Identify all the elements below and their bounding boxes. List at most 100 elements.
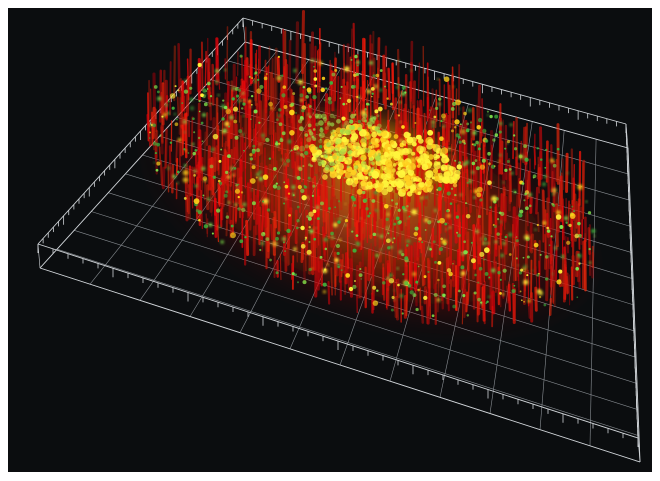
green-dot xyxy=(305,144,309,148)
green-dot xyxy=(199,111,201,113)
green-dot xyxy=(494,115,498,119)
green-dot xyxy=(380,235,383,238)
green-dot xyxy=(278,114,281,117)
yellow-dot xyxy=(411,209,417,215)
yellow-dot xyxy=(577,184,583,190)
green-dot xyxy=(450,202,453,205)
green-dot xyxy=(299,146,305,152)
green-dot xyxy=(339,98,341,100)
green-dot xyxy=(549,244,551,246)
yellow-dot xyxy=(357,189,363,195)
red-streak xyxy=(415,244,416,284)
green-dot xyxy=(221,117,224,120)
green-dot xyxy=(273,167,277,171)
green-dot xyxy=(334,142,338,146)
red-streak xyxy=(505,197,506,221)
green-dot xyxy=(211,147,215,151)
green-dot xyxy=(328,207,331,210)
yellow-dot xyxy=(307,87,312,92)
green-dot xyxy=(156,169,159,172)
green-dot xyxy=(449,226,451,228)
yellow-dot xyxy=(445,164,451,170)
red-streak xyxy=(318,50,319,90)
yellow-dot xyxy=(300,99,303,102)
green-dot xyxy=(222,99,224,101)
red-streak xyxy=(236,77,237,119)
green-dot xyxy=(395,202,398,205)
green-dot xyxy=(322,152,326,156)
green-dot xyxy=(152,123,156,127)
yellow-dot xyxy=(412,272,416,276)
green-dot xyxy=(318,120,324,126)
green-dot xyxy=(482,241,486,245)
red-streak xyxy=(320,43,321,92)
green-dot xyxy=(327,122,331,126)
green-dot xyxy=(408,216,410,218)
green-dot xyxy=(308,177,311,180)
green-dot xyxy=(297,206,300,209)
yellow-dot xyxy=(346,103,348,105)
red-streak xyxy=(553,255,554,280)
red-streak xyxy=(202,43,203,91)
green-dot xyxy=(375,209,378,212)
yellow-dot xyxy=(502,293,504,295)
green-dot xyxy=(352,285,356,289)
green-dot xyxy=(274,176,276,178)
green-dot xyxy=(281,159,283,161)
red-streak xyxy=(311,183,312,223)
green-dot xyxy=(240,55,243,58)
green-dot xyxy=(286,109,288,111)
green-dot xyxy=(207,88,209,90)
yellow-dot xyxy=(218,180,221,183)
yellow-dot xyxy=(420,153,428,161)
green-dot xyxy=(238,99,242,103)
green-dot xyxy=(241,208,245,212)
green-dot xyxy=(454,160,456,162)
red-streak xyxy=(231,90,232,138)
yellow-dot xyxy=(460,129,466,135)
yellow-dot xyxy=(306,196,309,199)
yellow-dot xyxy=(371,87,375,91)
red-streak xyxy=(170,62,171,114)
green-dot xyxy=(487,152,491,156)
green-dot xyxy=(518,213,522,217)
yellow-dot xyxy=(448,155,450,157)
green-dot xyxy=(306,137,311,142)
yellow-dot xyxy=(488,162,491,165)
yellow-dot xyxy=(194,198,200,204)
green-dot xyxy=(371,177,373,179)
yellow-dot xyxy=(235,189,240,194)
red-streak xyxy=(179,44,180,92)
yellow-dot xyxy=(520,269,523,272)
green-dot xyxy=(325,155,327,157)
green-dot xyxy=(241,133,245,137)
green-dot xyxy=(261,134,265,138)
green-dot xyxy=(380,249,382,251)
green-dot xyxy=(479,198,482,201)
yellow-dot xyxy=(498,160,501,163)
green-dot xyxy=(276,186,280,190)
yellow-dot xyxy=(256,88,261,93)
green-dot xyxy=(434,209,437,212)
yellow-dot xyxy=(534,243,539,248)
green-dot xyxy=(337,220,340,223)
green-dot xyxy=(372,199,376,203)
green-dot xyxy=(513,285,515,287)
green-dot xyxy=(413,293,417,297)
yellow-dot xyxy=(321,88,325,92)
yellow-dot xyxy=(334,258,338,262)
yellow-dot xyxy=(384,173,391,180)
green-dot xyxy=(483,258,485,260)
green-dot xyxy=(365,167,368,170)
green-dot xyxy=(425,229,427,231)
green-dot xyxy=(393,237,395,239)
yellow-dot xyxy=(389,278,394,283)
green-dot xyxy=(283,241,285,243)
green-dot xyxy=(170,142,172,144)
yellow-dot xyxy=(393,163,397,167)
red-streak xyxy=(288,245,289,264)
yellow-dot xyxy=(441,166,445,170)
yellow-dot xyxy=(225,109,231,115)
green-dot xyxy=(578,234,582,238)
red-streak xyxy=(213,65,214,104)
